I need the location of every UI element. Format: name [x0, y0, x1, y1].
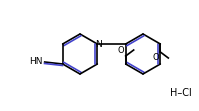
Text: N: N — [95, 40, 102, 49]
Text: HN: HN — [29, 56, 43, 65]
Text: H–Cl: H–Cl — [170, 88, 192, 98]
Text: O: O — [152, 53, 159, 62]
Text: O: O — [117, 46, 124, 55]
